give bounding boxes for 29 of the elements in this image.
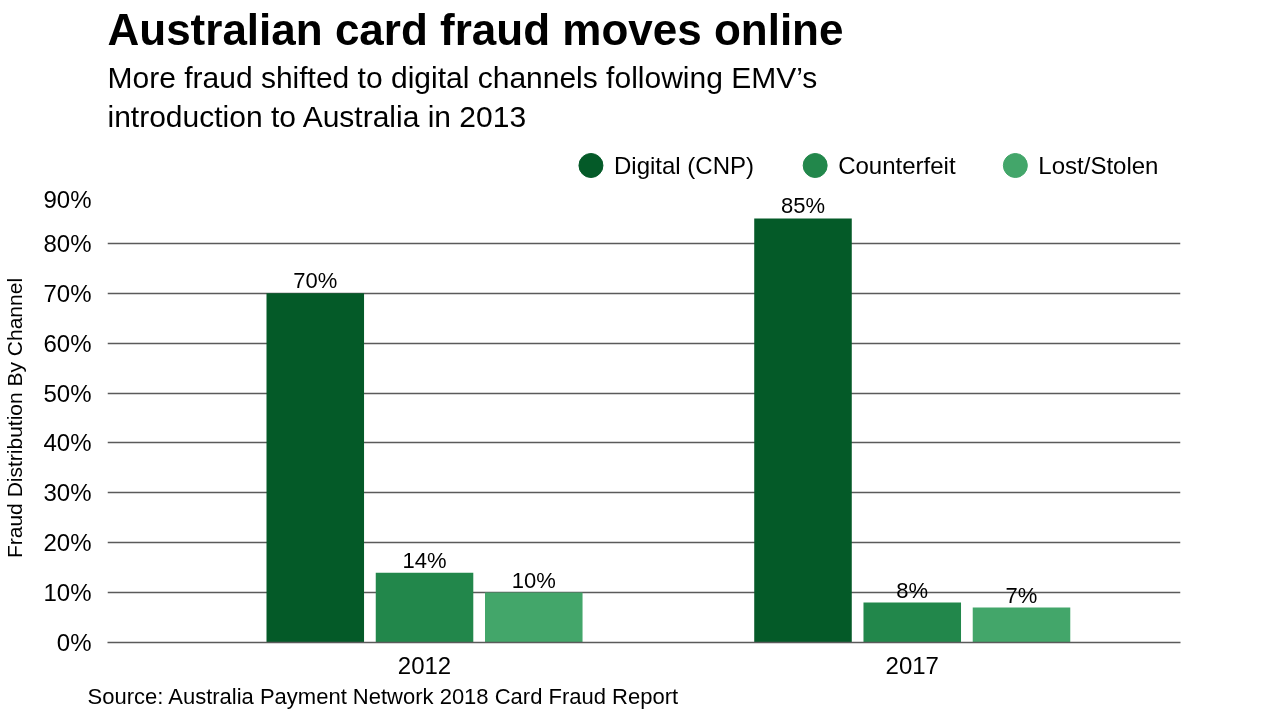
bar (863, 602, 962, 643)
y-tick-label: 10% (43, 579, 92, 607)
legend-label: Counterfeit (838, 152, 956, 179)
bar (266, 293, 365, 643)
bar (754, 218, 852, 643)
y-tick-label: 60% (43, 329, 92, 357)
y-tick-label: 70% (43, 279, 92, 307)
data-label: 10% (511, 567, 556, 593)
y-axis-title: Fraud Distribution By Channel (3, 277, 27, 559)
y-tick-label: 0% (56, 629, 92, 656)
data-label: 14% (402, 547, 447, 573)
x-tick-label: 2017 (885, 651, 939, 679)
y-tick-label: 80% (43, 229, 92, 257)
bar (375, 572, 474, 643)
data-label: 70% (293, 268, 338, 294)
y-tick-label: 90% (43, 185, 92, 213)
y-tick-label: 30% (43, 479, 92, 507)
chart-subtitle: More fraud shifted to digital channels following EMV’s introduction to Australia in 2013 (107, 60, 818, 134)
data-label: 85% (780, 193, 826, 219)
y-tick-label: 40% (43, 429, 92, 457)
bar (485, 592, 583, 643)
chart-title: Australian card fraud moves online (107, 4, 844, 54)
bar (972, 607, 1071, 643)
legend-label: Lost/Stolen (1038, 152, 1159, 179)
source-note: Source: Australia Payment Network 2018 Card Fraud Report (87, 683, 679, 709)
y-tick-label: 50% (43, 379, 92, 407)
y-tick-label: 20% (43, 529, 92, 557)
legend-label: Digital (CNP) (613, 152, 754, 179)
x-tick-label: 2012 (397, 651, 452, 679)
